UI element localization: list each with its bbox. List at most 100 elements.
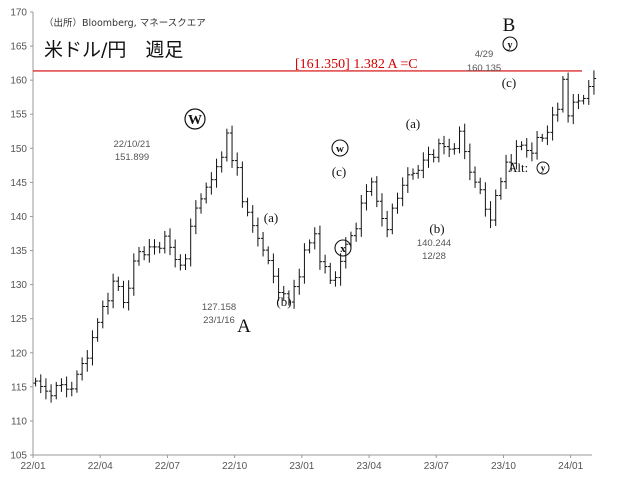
weekly-bar xyxy=(333,271,338,287)
weekly-bar xyxy=(105,292,111,315)
weekly-bar xyxy=(431,149,436,163)
y-tick-label: 145 xyxy=(10,178,27,189)
weekly-bar xyxy=(131,253,137,296)
weekly-bar xyxy=(240,161,245,208)
wave-label-a2: (a) xyxy=(406,116,420,131)
wave-label-y: y xyxy=(508,40,513,51)
y-tick-label: 160 xyxy=(10,76,27,87)
y-tick-label: 115 xyxy=(11,382,27,393)
weekly-bar xyxy=(266,246,271,265)
ohlc-bars xyxy=(33,70,597,403)
weekly-bar xyxy=(519,141,524,151)
weekly-bar xyxy=(152,239,157,255)
weekly-bar xyxy=(565,72,571,123)
weekly-bar xyxy=(291,279,297,309)
wave-label-B: B xyxy=(503,15,516,36)
weekly-bar xyxy=(54,381,59,400)
weekly-bar xyxy=(33,377,38,387)
weekly-bar xyxy=(374,176,380,208)
weekly-bar xyxy=(410,168,416,180)
weekly-bar xyxy=(307,239,312,254)
weekly-bar xyxy=(209,172,214,195)
weekly-bar xyxy=(571,93,576,125)
weekly-bar xyxy=(353,222,359,242)
weekly-bar xyxy=(421,152,426,179)
weekly-bar xyxy=(250,205,255,233)
weekly-bar xyxy=(328,262,333,285)
wave-circle-y xyxy=(502,36,518,52)
weekly-bar xyxy=(338,253,343,286)
annotation-low-b-date: 12/28 xyxy=(422,251,446,262)
weekly-bar xyxy=(79,357,85,381)
weekly-bar xyxy=(235,152,240,176)
x-tick-label: 22/01 xyxy=(20,461,45,472)
weekly-bar xyxy=(302,243,307,284)
wave-circle-W xyxy=(184,108,206,130)
weekly-bar xyxy=(74,370,80,393)
x-tick-label: 23/10 xyxy=(491,461,516,472)
weekly-bar xyxy=(229,125,235,168)
weekly-bar xyxy=(219,151,224,173)
annotation-high-2024-date: 4/29 xyxy=(475,49,494,60)
weekly-bar xyxy=(90,330,95,366)
wave-circle-x xyxy=(334,239,352,257)
y-tick-labels: 105 110 115 120 125 130 135 140 145 150 155 160 165 1… xyxy=(10,8,33,462)
y-tick-label: 140 xyxy=(10,212,27,223)
weekly-bar xyxy=(529,142,535,162)
wave-label-alt-y: y xyxy=(541,163,546,173)
source-label: （出所）Bloomberg, マネースクエア xyxy=(44,17,206,29)
y-tick-label: 125 xyxy=(10,314,27,325)
weekly-bar xyxy=(498,177,504,200)
weekly-bar xyxy=(312,227,317,250)
wave-label-c2: (c) xyxy=(502,75,516,90)
weekly-bar xyxy=(483,182,488,217)
weekly-bar xyxy=(162,230,168,254)
weekly-bar xyxy=(110,273,116,309)
weekly-bar xyxy=(188,218,193,267)
weekly-bar xyxy=(369,177,374,196)
weekly-bar xyxy=(509,154,514,172)
weekly-bar xyxy=(467,143,473,181)
weekly-bar xyxy=(426,146,431,168)
y-tick-label: 170 xyxy=(10,8,27,19)
weekly-bar xyxy=(555,102,560,122)
wave-label-x: x xyxy=(340,243,346,255)
weekly-bar xyxy=(441,135,447,155)
weekly-bar xyxy=(384,210,390,238)
x-tick-labels: 22/01 22/04 22/07 22/10 23/01 23/04 23/07 23/10… xyxy=(20,455,584,472)
x-tick-label: 23/04 xyxy=(357,461,382,472)
x-tick-label: 22/10 xyxy=(222,461,247,472)
weekly-bar xyxy=(524,138,529,158)
weekly-bar xyxy=(214,158,219,188)
weekly-bar xyxy=(493,189,498,227)
annotation-low-b-value: 140.244 xyxy=(417,238,451,249)
weekly-bar xyxy=(586,80,591,105)
weekly-bar xyxy=(183,253,188,271)
weekly-bar xyxy=(576,93,581,110)
wave-circle-alt-y xyxy=(536,161,550,175)
weekly-bar xyxy=(446,138,452,158)
weekly-bar xyxy=(550,106,555,141)
weekly-bar xyxy=(121,280,126,309)
weekly-bar xyxy=(167,228,173,256)
chart-title: 米ドル/円 週足 xyxy=(44,39,183,61)
wave-label-a1: (a) xyxy=(264,210,278,225)
weekly-bar xyxy=(359,194,364,237)
weekly-bar xyxy=(297,268,302,295)
weekly-bar xyxy=(415,164,421,179)
weekly-bar xyxy=(69,381,74,397)
weekly-bar xyxy=(545,125,550,146)
wave-label-W: W xyxy=(188,113,202,128)
x-tick-label: 24/01 xyxy=(558,461,583,472)
weekly-bar xyxy=(126,280,131,311)
weekly-bar xyxy=(472,166,478,188)
weekly-bar xyxy=(478,177,483,195)
weekly-bar xyxy=(317,225,323,270)
weekly-bar xyxy=(255,217,261,247)
wave-label-alt: Alt: xyxy=(508,160,528,175)
weekly-bar xyxy=(379,193,385,227)
annotation-low-2023-date: 23/1/16 xyxy=(203,315,235,326)
weekly-bar xyxy=(452,143,457,155)
